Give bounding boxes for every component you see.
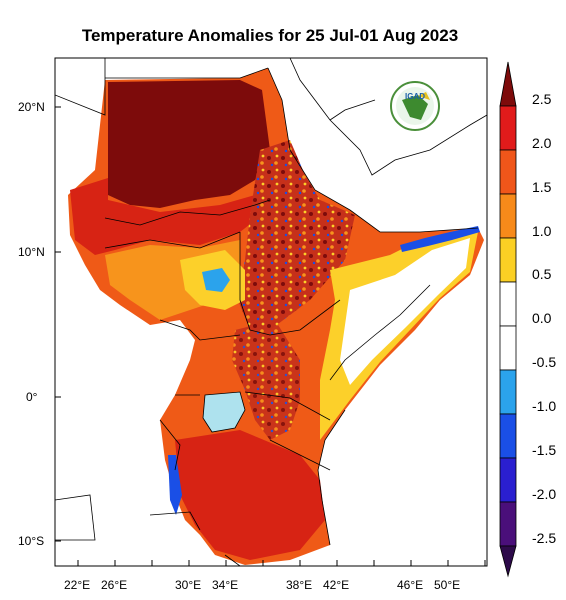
lat-label: 10°S — [18, 534, 45, 548]
colorbar-segment — [499, 105, 517, 151]
colorbar-segment — [499, 325, 517, 371]
region-somalia-neutral — [340, 238, 470, 385]
colorbar-segment — [499, 501, 517, 547]
lon-label: 42°E — [323, 578, 350, 592]
colorbar — [499, 61, 517, 578]
colorbar-segment — [499, 281, 517, 327]
region-cool-patch — [202, 268, 230, 292]
lake-tanganyika — [168, 455, 182, 515]
lon-label: 30°E — [175, 578, 202, 592]
lon-label: 50°E — [434, 578, 461, 592]
region-coastal-cold — [400, 226, 480, 252]
axis-ticks — [55, 106, 486, 566]
lon-label: 38°E — [286, 578, 313, 592]
lat-label: 0° — [26, 390, 38, 404]
colorbar-segment — [499, 457, 517, 503]
country-borders — [55, 58, 487, 566]
coastline — [267, 67, 479, 546]
region-tanzania-high — [175, 430, 325, 560]
lake-victoria — [202, 391, 246, 433]
logo-text: IGAD — [405, 92, 425, 101]
colorbar-segment — [499, 193, 517, 239]
region-rift-speckle — [232, 320, 300, 440]
colorbar-segment — [499, 545, 517, 578]
region-sudan-very-high — [108, 80, 270, 208]
lon-label: 26°E — [101, 578, 128, 592]
colorbar-label: 0.0 — [532, 310, 552, 326]
map-title: Temperature Anomalies for 25 Jul-01 Aug … — [81, 26, 459, 45]
colorbar-label: 1.0 — [532, 223, 552, 239]
colorbar-label: -1.0 — [532, 398, 557, 414]
colorbar-label: -2.0 — [532, 486, 557, 502]
colorbar-label: 1.5 — [532, 179, 552, 195]
colorbar-segment — [499, 369, 517, 415]
colorbar-label: 2.5 — [532, 91, 552, 107]
lon-label: 34°E — [212, 578, 239, 592]
colorbar-label: -1.5 — [532, 442, 557, 458]
colorbar-label: 0.5 — [532, 266, 552, 282]
colorbar-segment — [499, 61, 517, 107]
colorbar-label: 2.0 — [532, 135, 552, 151]
colorbar-segment — [499, 149, 517, 195]
region-highlands-speckle — [238, 140, 355, 330]
colorbar-label: -0.5 — [532, 354, 557, 370]
colorbar-label: -2.5 — [532, 530, 557, 546]
colorbar-segment — [499, 413, 517, 459]
lon-label: 22°E — [64, 578, 91, 592]
lat-label: 10°N — [18, 245, 45, 259]
lat-label: 20°N — [18, 100, 45, 114]
lon-label: 46°E — [397, 578, 424, 592]
igad-logo: IGAD — [390, 81, 440, 131]
colorbar-segment — [499, 237, 517, 283]
